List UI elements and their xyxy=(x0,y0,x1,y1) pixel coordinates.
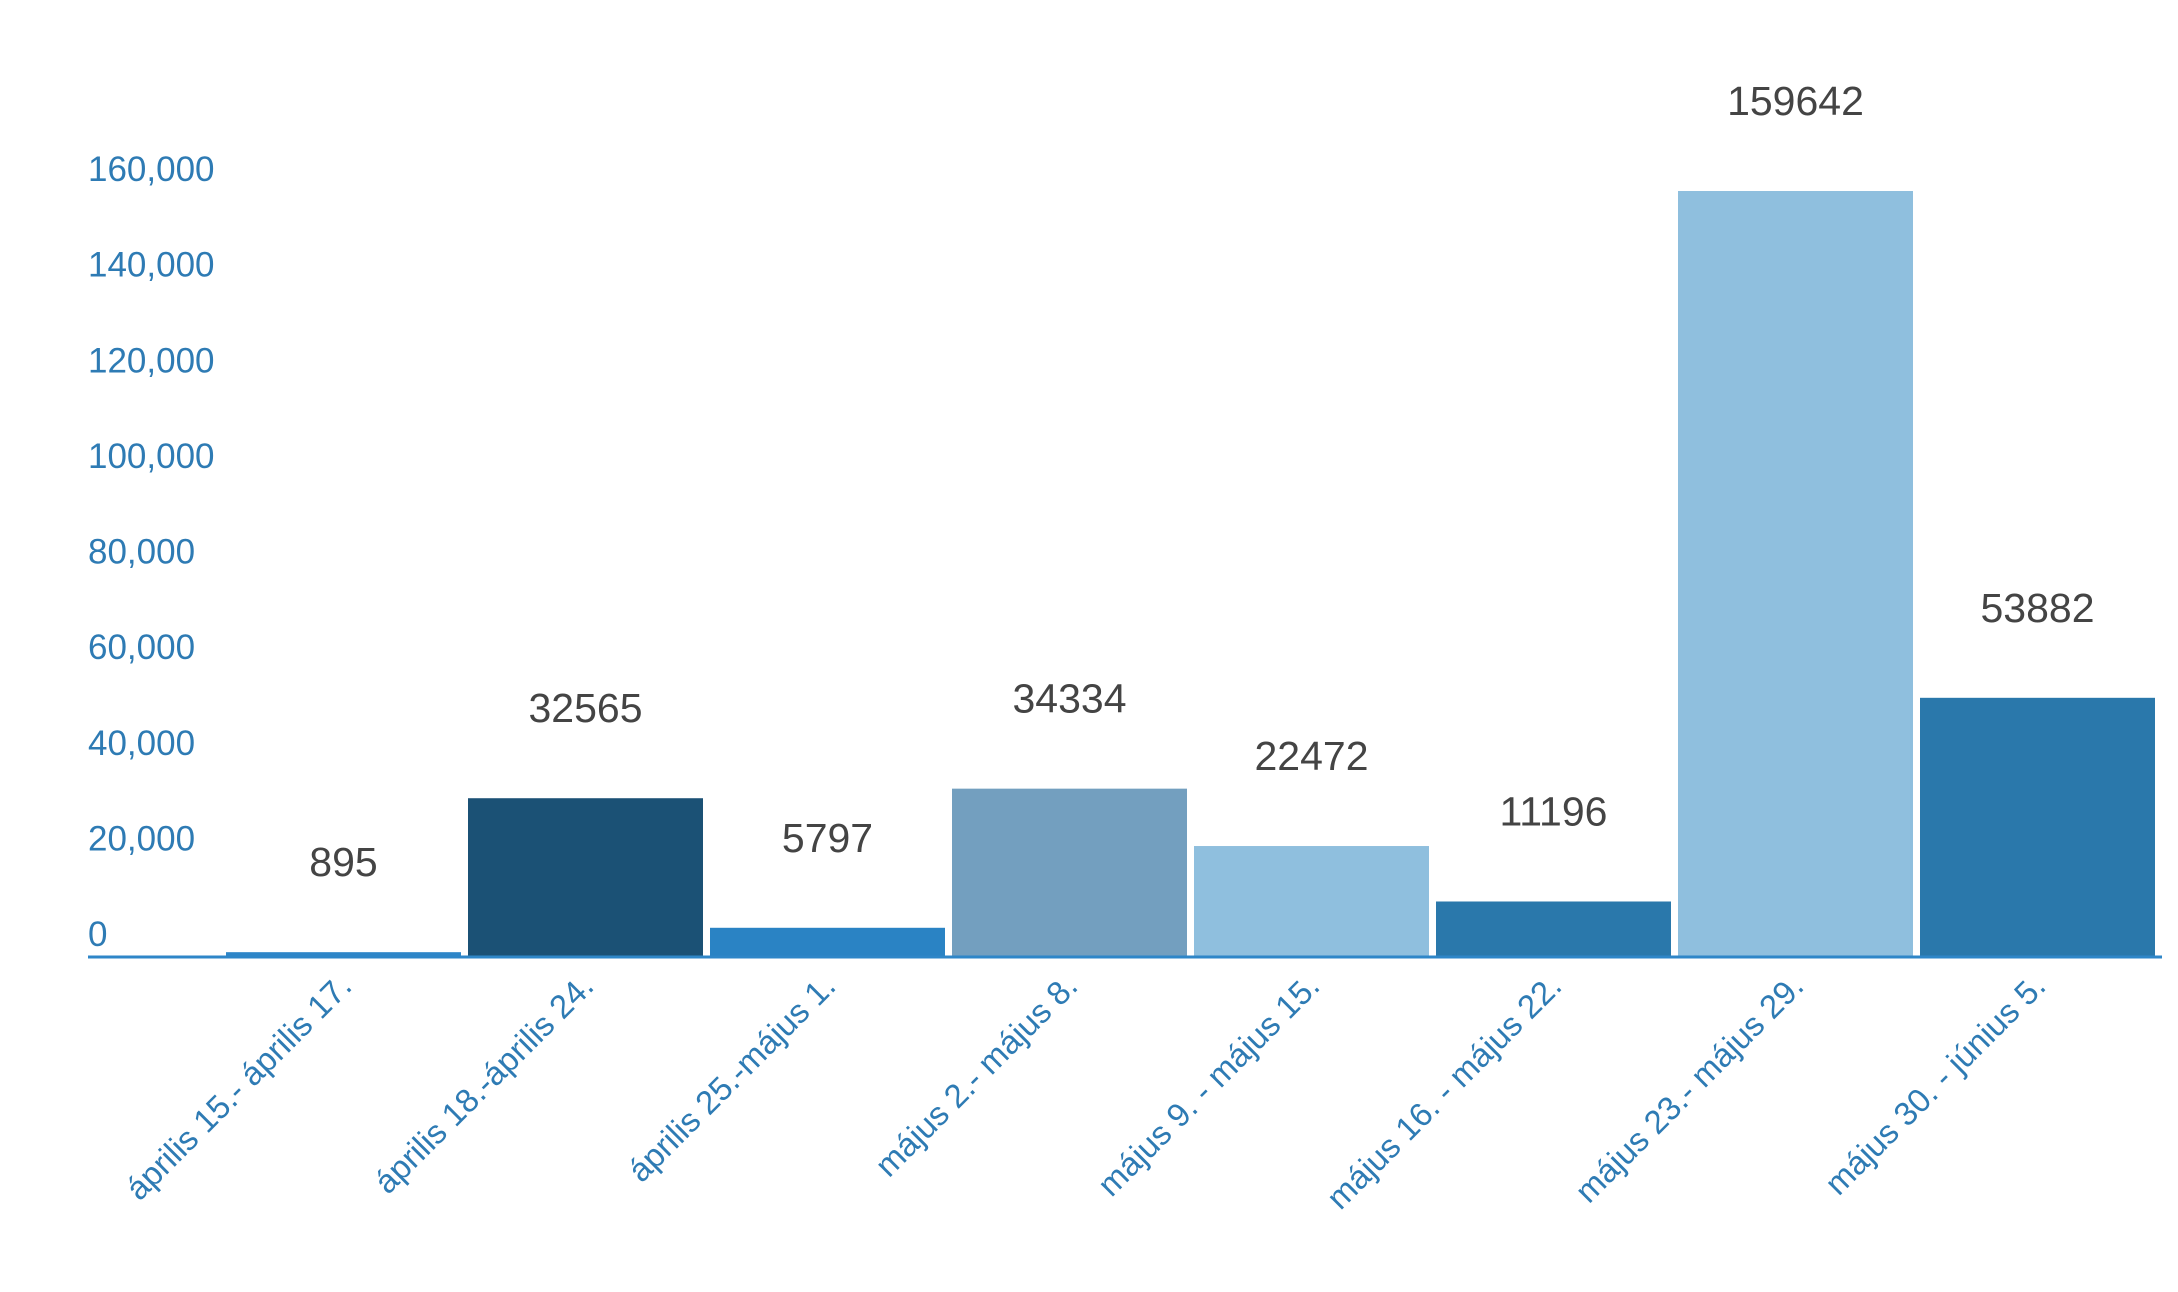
bar xyxy=(1194,846,1429,956)
data-label: 34334 xyxy=(1012,676,1126,722)
x-tick-label: május 16. - május 22. xyxy=(1319,967,1568,1216)
y-tick-label: 60,000 xyxy=(88,628,195,667)
bar xyxy=(952,788,1187,956)
data-label: 159642 xyxy=(1727,78,1864,124)
data-label: 11196 xyxy=(1500,788,1608,834)
bar xyxy=(468,798,703,956)
y-tick-label: 80,000 xyxy=(88,533,195,572)
bar xyxy=(226,952,461,956)
data-label: 53882 xyxy=(1980,585,2094,631)
y-tick-label: 120,000 xyxy=(88,341,215,380)
bar xyxy=(1920,697,2155,956)
bar xyxy=(1678,191,1913,956)
y-tick-label: 20,000 xyxy=(88,819,195,858)
category-labels-group: április 15.- április 17. április 18.-ápri… xyxy=(118,967,2052,1216)
x-tick-label: május 30. - június 5. xyxy=(1817,967,2052,1202)
data-label: 32565 xyxy=(528,685,642,731)
y-tick-label: 40,000 xyxy=(88,724,195,763)
bar xyxy=(1436,901,1671,956)
data-label: 5797 xyxy=(782,815,873,861)
x-tick-label: április 25.-május 1. xyxy=(620,967,842,1189)
y-tick-label: 0 xyxy=(88,915,107,954)
bars-group xyxy=(226,191,2155,956)
y-tick-label: 160,000 xyxy=(88,150,215,189)
y-tick-label: 100,000 xyxy=(88,437,215,476)
y-axis-ticks: 0 20,000 40,000 60,000 80,000 100,000 120,000 1… xyxy=(88,150,215,954)
data-label: 22472 xyxy=(1254,733,1368,779)
bar xyxy=(710,927,945,956)
data-label: 895 xyxy=(309,839,377,885)
x-tick-label: április 15.- április 17. xyxy=(118,967,358,1207)
x-tick-label: május 23.- május 29. xyxy=(1568,967,1811,1210)
x-tick-label: május 2.- május 8. xyxy=(868,967,1085,1184)
x-tick-label: április 18.-április 24. xyxy=(367,967,601,1201)
data-labels-group: 895 32565 5797 34334 22472 11196 159642 53882 xyxy=(309,78,2094,885)
y-tick-label: 140,000 xyxy=(88,246,215,285)
x-tick-label: május 9. - május 15. xyxy=(1090,967,1326,1203)
